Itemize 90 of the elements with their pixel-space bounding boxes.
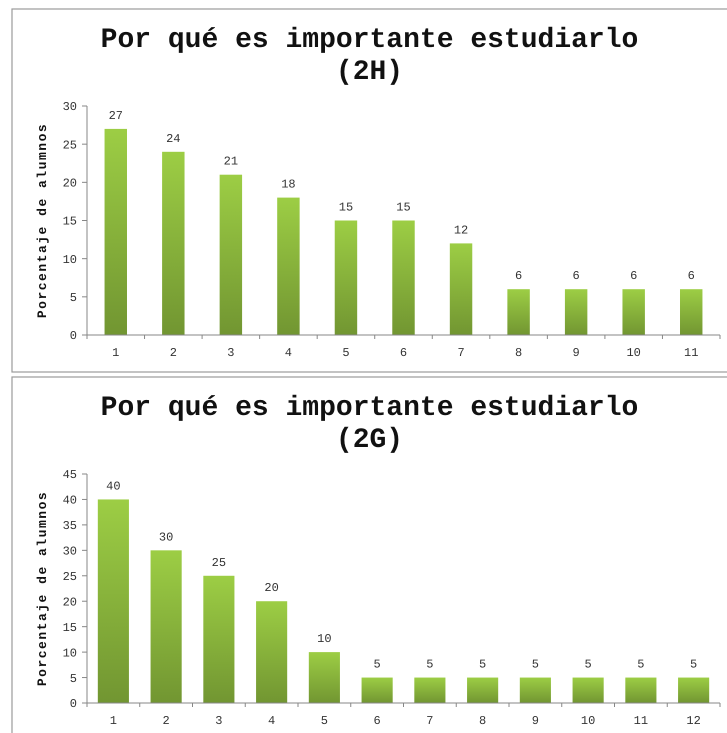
data-label: 6: [688, 269, 695, 284]
x-tick-label: 3: [227, 346, 234, 360]
x-tick-label: 8: [479, 714, 486, 728]
y-tick-label: 10: [62, 646, 77, 660]
data-label: 18: [281, 178, 296, 192]
data-label: 6: [630, 269, 638, 284]
y-tick-label: 30: [62, 544, 77, 559]
data-label: 25: [212, 556, 226, 570]
bar: [572, 678, 604, 703]
chart-title: Por qué es importante estudiarlo (2G): [100, 393, 638, 456]
x-tick-label: 9: [572, 346, 580, 360]
x-tick-label: 12: [686, 714, 701, 728]
data-label: 27: [108, 108, 123, 123]
bar: [150, 550, 182, 703]
data-label: 5: [479, 658, 486, 672]
bar: [162, 152, 185, 335]
x-tick-label: 10: [580, 714, 596, 728]
bar: [622, 289, 645, 335]
bar: [98, 499, 129, 703]
x-tick-label: 7: [426, 714, 434, 728]
x-tick-label: 8: [514, 346, 522, 360]
bar: [104, 128, 127, 335]
y-tick-label: 15: [62, 620, 77, 635]
x-tick-label: 11: [634, 714, 648, 728]
data-label: 20: [264, 581, 279, 596]
y-tick-label: 25: [62, 570, 77, 584]
data-label: 15: [396, 200, 411, 214]
x-tick-label: 10: [626, 346, 641, 360]
bar: [256, 601, 288, 703]
x-tick-label: 2: [162, 714, 170, 728]
bar: [467, 678, 498, 703]
x-tick-label: 5: [320, 714, 328, 728]
data-label: 30: [158, 530, 174, 544]
x-tick-label: 11: [684, 346, 698, 360]
y-tick-label: 10: [62, 252, 77, 267]
y-tick-label: 20: [62, 595, 77, 610]
y-tick-label: 0: [70, 329, 77, 344]
data-label: 12: [454, 223, 468, 238]
y-tick-label: 15: [62, 214, 77, 229]
x-tick-label: 3: [215, 714, 222, 728]
data-label: 40: [106, 479, 121, 494]
y-tick-label: 30: [62, 100, 77, 114]
bar: [308, 652, 340, 703]
data-label: 24: [166, 132, 181, 146]
y-axis-title: Porcentaje de alumnos: [35, 122, 50, 318]
bar: [564, 289, 588, 335]
x-tick-label: 6: [400, 346, 408, 360]
x-tick-label: 1: [110, 714, 117, 728]
bar: [277, 198, 300, 335]
x-tick-label: 2: [170, 346, 177, 360]
x-tick-label: 4: [284, 346, 292, 360]
data-label: 5: [374, 658, 381, 672]
bar: [507, 289, 530, 335]
bar: [220, 174, 242, 335]
data-label: 5: [637, 658, 644, 672]
x-tick-label: 6: [374, 714, 381, 728]
bar: [414, 678, 446, 703]
y-tick-label: 45: [62, 468, 77, 482]
data-label: 6: [572, 269, 580, 284]
bar: [362, 678, 393, 703]
data-label: 5: [426, 658, 434, 672]
y-tick-label: 5: [70, 672, 77, 686]
bar: [203, 576, 234, 703]
data-label: 5: [690, 658, 698, 672]
bar: [520, 678, 551, 703]
y-tick-label: 40: [62, 494, 77, 508]
x-tick-label: 1: [112, 346, 120, 360]
bar: [678, 678, 710, 703]
bar: [450, 243, 472, 335]
y-tick-label: 35: [62, 519, 77, 534]
data-label: 10: [317, 632, 332, 646]
data-label: 6: [514, 269, 522, 284]
x-tick-label: 7: [457, 346, 465, 360]
x-tick-label: 4: [268, 714, 276, 728]
y-tick-label: 5: [70, 291, 77, 306]
bar: [392, 220, 415, 335]
x-tick-label: 9: [532, 714, 539, 728]
bar: [334, 220, 358, 335]
bar: [680, 289, 702, 335]
y-tick-label: 0: [70, 697, 77, 712]
y-tick-label: 20: [62, 176, 77, 191]
chart-title: Por qué es importante estudiarlo (2H): [100, 25, 638, 88]
data-label: 5: [532, 658, 539, 672]
y-axis-title: Porcentaje de alumnos: [35, 490, 50, 686]
data-label: 15: [338, 200, 354, 214]
data-label: 21: [224, 154, 238, 169]
bar: [625, 678, 656, 703]
y-tick-label: 25: [62, 138, 77, 152]
data-label: 5: [584, 658, 592, 672]
x-tick-label: 5: [342, 346, 350, 360]
